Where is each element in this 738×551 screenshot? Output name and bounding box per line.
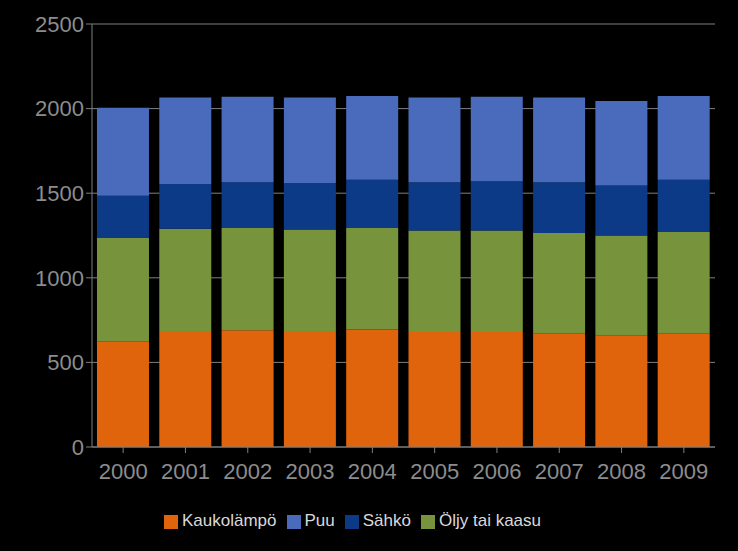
html-text:Puu: Puu [304, 511, 335, 530]
svg-text:2004: 2004 [348, 459, 397, 484]
svg-text:2500: 2500 [35, 12, 84, 37]
svg-text:2002: 2002 [223, 459, 272, 484]
svg-text:2009: 2009 [659, 459, 708, 484]
svg-text:2005: 2005 [410, 459, 459, 484]
html-text:Sähkö: Sähkö [362, 511, 411, 530]
svg-text:500: 500 [47, 350, 84, 375]
svg-text:1000: 1000 [35, 266, 84, 291]
svg-text:0: 0 [72, 435, 84, 460]
svg-text:2000: 2000 [99, 459, 148, 484]
svg-text:2006: 2006 [472, 459, 521, 484]
svg-text:2007: 2007 [535, 459, 584, 484]
svg-text:2008: 2008 [597, 459, 646, 484]
svg-text:2000: 2000 [35, 96, 84, 121]
svg-text:2003: 2003 [286, 459, 335, 484]
svg-text:2001: 2001 [161, 459, 210, 484]
html-text:Kaukolämpö: Kaukolämpö [182, 511, 277, 530]
html-text:Öljy tai kaasu: Öljy tai kaasu [439, 511, 541, 530]
svg-text:1500: 1500 [35, 181, 84, 206]
